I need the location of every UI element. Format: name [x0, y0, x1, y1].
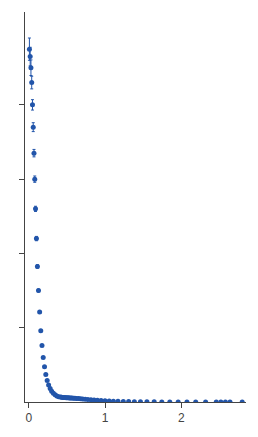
svg-text:0: 0	[25, 411, 32, 425]
svg-text:2: 2	[178, 411, 185, 425]
svg-text:1: 1	[102, 411, 109, 425]
